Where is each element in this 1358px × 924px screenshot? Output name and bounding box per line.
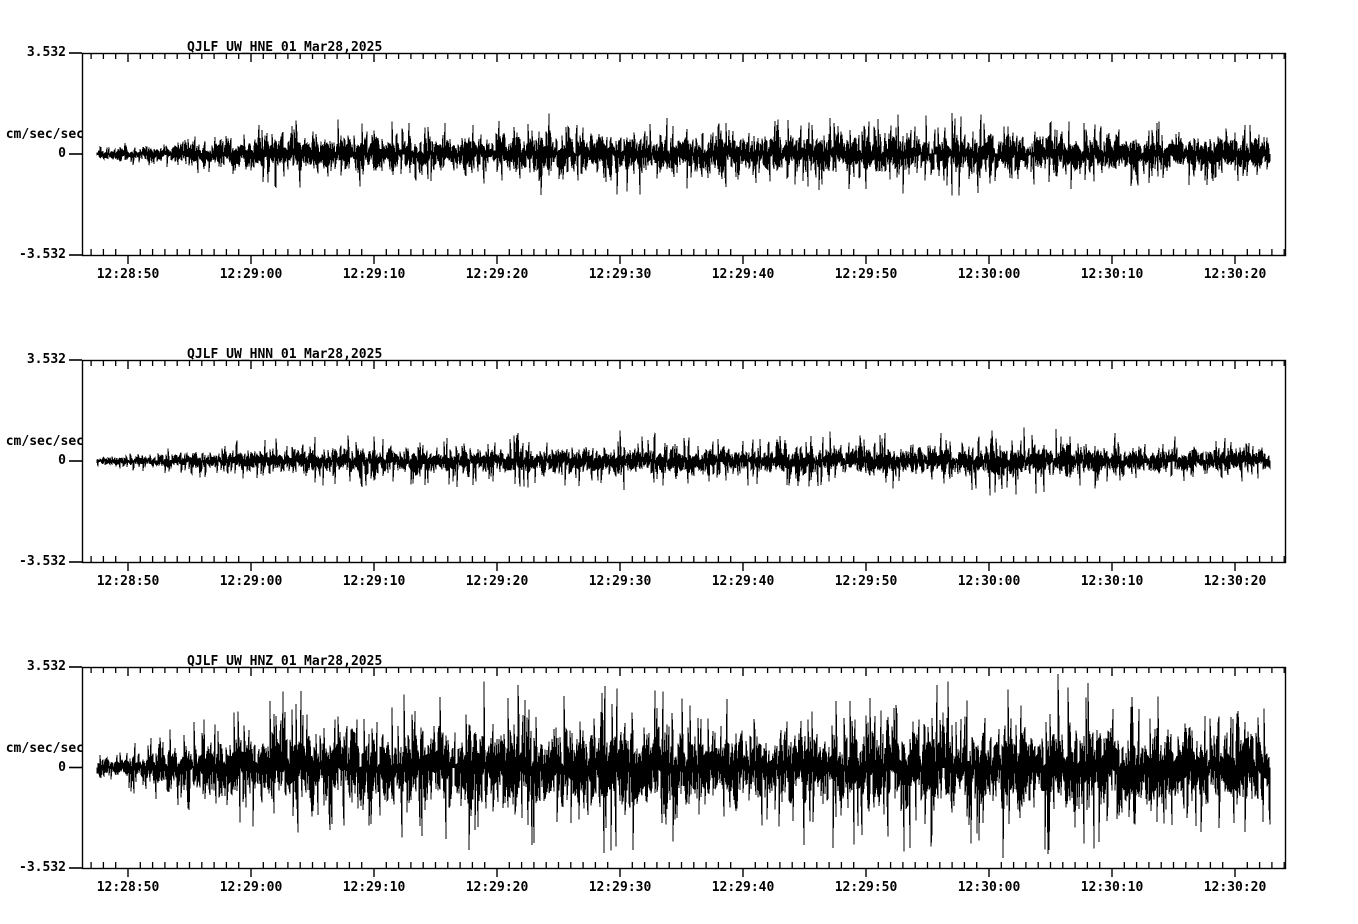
- y-axis-min-label-hnn: -3.532: [19, 554, 66, 569]
- trace-title-station-hnn: QJLF_UW_HNN_01: [187, 347, 297, 362]
- y-axis-zero-label-hnn: 0: [58, 453, 66, 468]
- x-tick-label: 12:29:30: [588, 880, 652, 895]
- y-axis-zero-label-hnz: 0: [58, 759, 66, 775]
- y-axis-max-label-hne: 3.532: [26, 45, 66, 60]
- plot-frame: [81, 52, 1287, 257]
- trace-title-station-hne: QJLF_UW_HNE_01: [187, 40, 297, 55]
- y-axis-ticks: [69, 666, 82, 869]
- trace-title-date-hne: Mar28,2025: [304, 40, 383, 55]
- x-tick-label: 12:30:20: [1203, 574, 1267, 589]
- x-tick-label: 12:29:50: [834, 880, 898, 895]
- x-tick-label: 12:30:20: [1203, 880, 1267, 895]
- x-tick-label: 12:29:50: [834, 267, 898, 282]
- x-tick-label: 12:30:00: [957, 574, 1021, 589]
- x-tick-label: 12:29:20: [465, 880, 529, 895]
- x-tick-label: 12:28:50: [96, 267, 160, 282]
- y-axis-ticks: [69, 52, 82, 256]
- axis-ticks: [90, 360, 1285, 571]
- x-tick-label: 12:29:10: [342, 574, 406, 589]
- y-axis-max-label-hnz: 3.532: [26, 659, 66, 674]
- x-tick-label: 12:30:20: [1203, 267, 1267, 282]
- plot-frame: [81, 666, 1287, 870]
- x-tick-label: 12:29:40: [711, 880, 775, 895]
- x-tick-label: 12:29:00: [219, 880, 283, 895]
- plot-frame: [81, 359, 1287, 564]
- x-tick-label: 12:29:40: [711, 574, 775, 589]
- x-tick-label: 12:29:20: [465, 574, 529, 589]
- x-tick-label: 12:30:10: [1080, 267, 1144, 282]
- y-axis-min-label-hne: -3.532: [19, 247, 66, 262]
- waveform-trace: [96, 673, 1271, 858]
- y-axis-unit-label-hnn: cm/sec/sec: [5, 434, 84, 449]
- x-tick-label: 12:29:50: [834, 574, 898, 589]
- x-tick-label: 12:29:10: [342, 267, 406, 282]
- y-axis-unit-label-hne: cm/sec/sec: [5, 127, 84, 142]
- x-tick-label: 12:28:50: [96, 574, 160, 589]
- waveform-trace: [96, 113, 1271, 196]
- axis-ticks: [90, 53, 1285, 264]
- trace-title-date-hnn: Mar28,2025: [304, 347, 383, 362]
- trace-title-station-hnz: QJLF_UW_HNZ_01: [187, 654, 297, 669]
- x-tick-label: 12:28:50: [96, 880, 160, 895]
- x-tick-label: 12:29:30: [588, 574, 652, 589]
- x-tick-label: 12:29:10: [342, 880, 406, 895]
- y-axis-unit-label-hnz: cm/sec/sec: [5, 740, 84, 756]
- x-tick-label: 12:29:00: [219, 574, 283, 589]
- x-tick-label: 12:29:30: [588, 267, 652, 282]
- x-tick-label: 12:30:00: [957, 267, 1021, 282]
- x-tick-label: 12:30:10: [1080, 574, 1144, 589]
- x-tick-label: 12:29:20: [465, 267, 529, 282]
- x-tick-label: 12:30:10: [1080, 880, 1144, 895]
- axis-ticks: [90, 667, 1285, 877]
- x-tick-label: 12:30:00: [957, 880, 1021, 895]
- y-axis-ticks: [69, 359, 82, 563]
- x-tick-label: 12:29:40: [711, 267, 775, 282]
- x-tick-label: 12:29:00: [219, 267, 283, 282]
- trace-title-date-hnz: Mar28,2025: [304, 654, 383, 669]
- y-axis-min-label-hnz: -3.532: [19, 860, 66, 875]
- waveform-trace: [96, 427, 1271, 496]
- y-axis-max-label-hnn: 3.532: [26, 352, 66, 367]
- y-axis-zero-label-hne: 0: [58, 146, 66, 161]
